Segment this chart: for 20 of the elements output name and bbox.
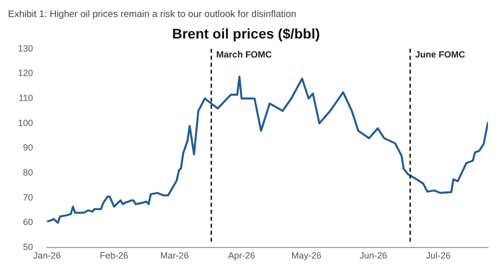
y-tick-label: 100 bbox=[18, 118, 34, 128]
x-tick-label: Feb-26 bbox=[100, 250, 128, 260]
ref-line-label: March FOMC bbox=[216, 49, 272, 60]
x-tick-label: Jan-26 bbox=[33, 250, 61, 260]
ref-line-label: June FOMC bbox=[415, 49, 466, 60]
chart-title: Exhibit 1: Higher oil prices remain a risk to our outlook for disinflation bbox=[8, 9, 296, 20]
x-tick-label: Jun-26 bbox=[360, 250, 388, 260]
y-tick-label: 130 bbox=[18, 43, 34, 54]
y-tick-label: 110 bbox=[18, 92, 34, 103]
y-tick-label: 50 bbox=[23, 242, 34, 252]
x-tick-label: Jul-26 bbox=[426, 250, 451, 260]
y-tick-label: 90 bbox=[23, 142, 34, 153]
y-tick-label: 70 bbox=[23, 192, 34, 202]
x-tick-label: May-26 bbox=[291, 250, 322, 260]
chart-subtitle: Brent oil prices ($/bbl) bbox=[172, 25, 320, 42]
x-tick-label: Mar-26 bbox=[160, 250, 189, 260]
x-tick-label: Apr-26 bbox=[228, 250, 256, 260]
y-tick-label: 80 bbox=[23, 168, 34, 178]
y-tick-label: 120 bbox=[18, 68, 34, 78]
y-tick-label: 60 bbox=[23, 217, 34, 228]
